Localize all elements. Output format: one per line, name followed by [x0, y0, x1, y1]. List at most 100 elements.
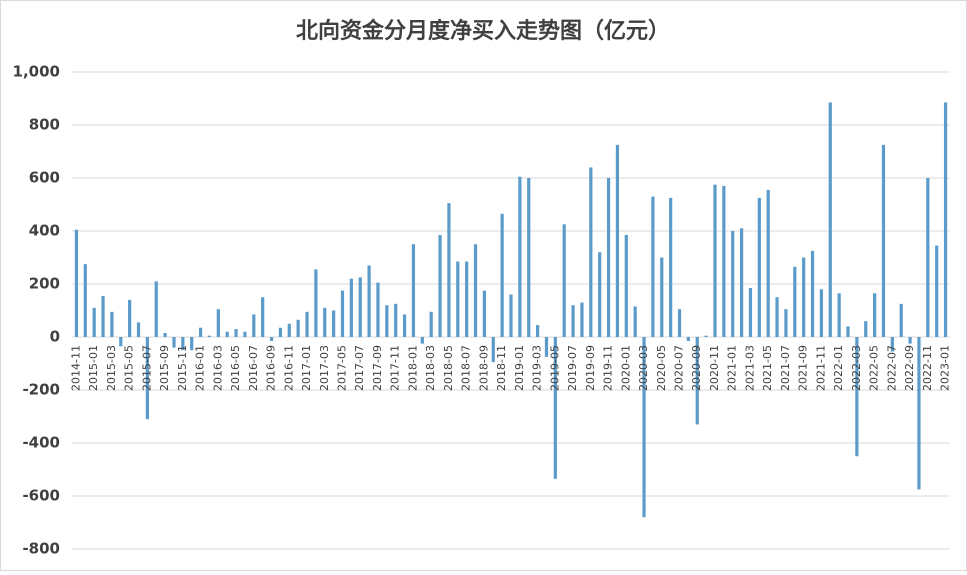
x-tick-label: 2018-01	[406, 345, 419, 391]
bar	[465, 261, 469, 337]
bar	[819, 289, 824, 337]
bar	[402, 314, 407, 337]
bar	[278, 327, 283, 337]
bar	[633, 306, 637, 337]
bar	[855, 337, 859, 457]
bar	[332, 310, 336, 337]
x-tick-label: 2018-09	[477, 345, 490, 391]
bar	[748, 287, 753, 337]
bar	[154, 281, 158, 337]
bar	[181, 337, 185, 351]
bar	[456, 261, 460, 337]
bar	[128, 299, 132, 337]
bar	[802, 257, 806, 337]
bar	[606, 178, 611, 337]
bar	[518, 176, 522, 337]
bar	[296, 319, 300, 337]
bar	[580, 302, 584, 337]
x-tick-label: 2016-09	[265, 345, 278, 391]
bar	[385, 305, 389, 337]
bar	[207, 335, 212, 337]
bar	[562, 224, 566, 337]
bar	[110, 311, 114, 337]
bar	[793, 266, 797, 337]
y-tick-label: 800	[29, 116, 60, 134]
bar	[473, 244, 478, 337]
x-tick-label: 2021-07	[779, 345, 792, 391]
bar	[660, 257, 664, 337]
y-tick-label: -400	[22, 434, 60, 452]
bar	[881, 144, 886, 337]
x-tick-label: 2016-01	[194, 345, 207, 391]
bar	[145, 337, 149, 420]
bar	[376, 282, 380, 337]
bar	[438, 234, 442, 337]
x-tick-label: 2023-01	[939, 345, 952, 391]
x-tick-label: 2016-03	[211, 345, 224, 391]
bar	[136, 322, 141, 337]
bar	[598, 252, 602, 337]
bar	[225, 331, 229, 337]
bar	[677, 309, 682, 337]
x-tick-label: 2022-09	[903, 345, 916, 391]
bar	[119, 337, 123, 347]
y-tick-label: 400	[29, 222, 60, 240]
bar	[908, 337, 912, 344]
x-tick-label: 2017-07	[353, 345, 366, 391]
bar	[943, 102, 948, 337]
bar	[323, 307, 327, 337]
bar	[775, 297, 779, 337]
x-tick-label: 2019-05	[548, 345, 561, 391]
bar	[695, 337, 699, 425]
bar	[287, 323, 291, 337]
bar	[739, 228, 744, 337]
bar	[74, 229, 79, 337]
x-tick-label: 2019-07	[566, 345, 579, 391]
x-tick-label: 2021-01	[726, 345, 739, 391]
x-tick-label: 2022-03	[850, 345, 863, 391]
x-tick-label: 2022-01	[832, 345, 845, 391]
x-tick-label: 2019-01	[513, 345, 526, 391]
bar	[447, 203, 451, 337]
x-tick-label: 2015-01	[87, 345, 100, 391]
x-tick-label: 2019-03	[531, 345, 544, 391]
bar	[873, 293, 877, 337]
bar	[500, 213, 504, 337]
y-tick-label: 600	[29, 169, 60, 187]
x-tick-label: 2020-01	[619, 345, 632, 391]
x-tick-label: 2022-11	[921, 345, 934, 391]
x-tick-label: 2017-11	[389, 345, 402, 391]
x-tick-label: 2018-11	[495, 345, 508, 391]
x-tick-label: 2015-05	[123, 345, 136, 391]
bar	[340, 290, 345, 337]
bar	[713, 184, 717, 337]
x-tick-label: 2017-05	[335, 345, 348, 391]
x-tick-label: 2021-03	[743, 345, 756, 391]
bar	[163, 333, 167, 337]
bar	[642, 337, 646, 518]
x-tick-label: 2016-11	[282, 345, 295, 391]
x-tick-label: 2016-07	[247, 345, 260, 391]
bar	[420, 337, 424, 344]
bar	[190, 337, 194, 351]
bar	[615, 144, 620, 337]
bar	[926, 178, 930, 337]
bar	[686, 337, 690, 341]
bar	[722, 185, 726, 337]
x-tick-label: 2017-09	[371, 345, 384, 391]
x-tick-label: 2020-07	[673, 345, 686, 391]
bar	[252, 314, 256, 337]
x-tick-label: 2017-03	[318, 345, 331, 391]
bar	[314, 269, 318, 337]
bar	[837, 293, 841, 337]
x-tick-label: 2018-07	[460, 345, 473, 391]
x-tick-label: 2020-05	[655, 345, 668, 391]
bar	[101, 295, 105, 337]
bar	[269, 337, 274, 341]
bar	[172, 337, 176, 348]
x-tick-label: 2015-03	[105, 345, 118, 391]
y-tick-label: 200	[29, 275, 60, 293]
x-tick-label: 2019-09	[584, 345, 597, 391]
bar	[234, 329, 238, 337]
